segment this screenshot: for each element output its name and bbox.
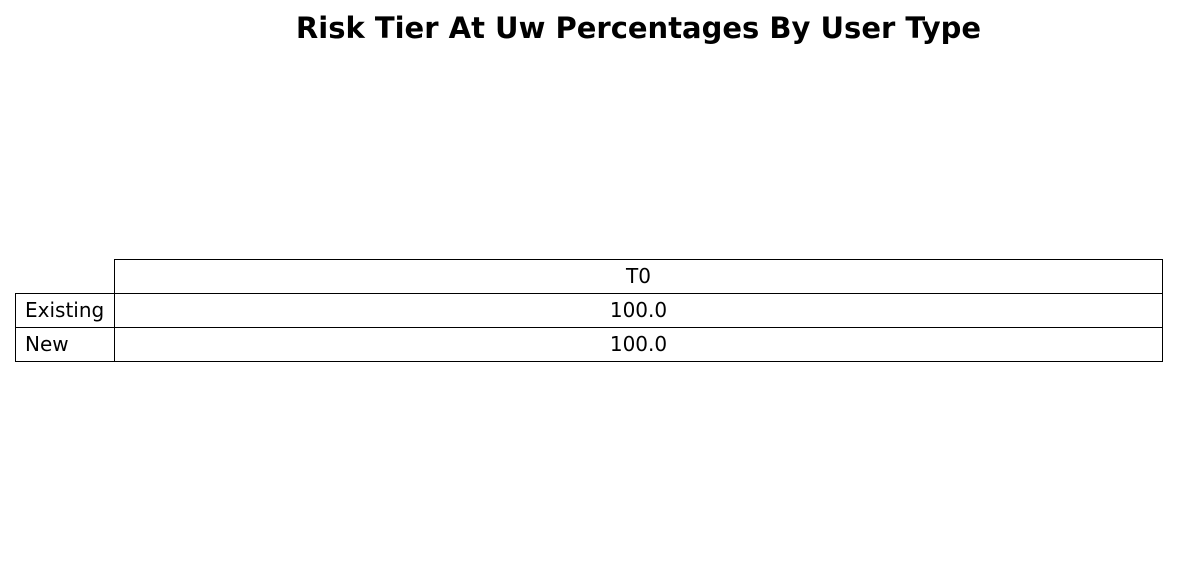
row-header: New <box>15 327 115 362</box>
column-header: T0 <box>114 259 1163 294</box>
row-header: Existing <box>15 293 115 328</box>
table-row: New 100.0 <box>15 327 1163 362</box>
table-header-row: T0 <box>16 259 1163 294</box>
table-corner-cell <box>16 260 115 294</box>
table-cell: 100.0 <box>114 293 1163 328</box>
data-table: T0 Existing 100.0 New 100.0 <box>15 259 1163 362</box>
table-row: Existing 100.0 <box>15 293 1163 328</box>
table-container: T0 Existing 100.0 New 100.0 <box>15 259 1163 362</box>
chart-title: Risk Tier At Uw Percentages By User Type <box>295 11 982 45</box>
table-cell: 100.0 <box>114 327 1163 362</box>
